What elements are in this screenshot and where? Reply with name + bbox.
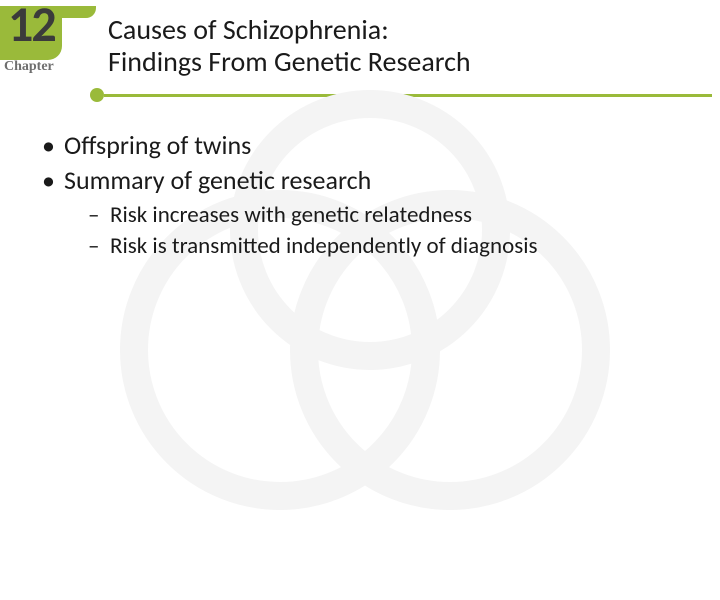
list-item: Risk increases with genetic relatedness — [88, 200, 680, 231]
rule-line — [104, 94, 712, 97]
chapter-label: Chapter — [4, 59, 54, 75]
list-item: Offspring of twins — [40, 128, 680, 163]
bullet-text: Risk increases with genetic relatedness — [110, 201, 472, 229]
bullet-text: Offspring of twins — [64, 129, 251, 161]
badge-accent — [62, 6, 96, 18]
bullet-text: Summary of genetic research — [64, 164, 371, 196]
title-line-1: Causes of Schizophrenia: — [108, 12, 389, 47]
bullet-list-level2: Risk increases with genetic relatedness … — [88, 200, 680, 262]
slide-header: 12 Chapter Causes of Schizophrenia: Find… — [0, 0, 720, 84]
slide-content: Offspring of twins Summary of genetic re… — [0, 102, 720, 262]
title-block: Causes of Schizophrenia: Findings From G… — [100, 6, 720, 78]
rule-dot-icon — [90, 88, 104, 102]
chapter-badge: 12 Chapter — [0, 6, 100, 84]
title-rule — [90, 88, 720, 102]
title-line-2: Findings From Genetic Research — [108, 44, 471, 79]
bullet-list-level1: Offspring of twins Summary of genetic re… — [40, 128, 680, 262]
chapter-number: 12 — [8, 0, 55, 50]
slide-title: Causes of Schizophrenia: Findings From G… — [108, 14, 720, 78]
bullet-text: Risk is transmitted independently of dia… — [110, 232, 538, 260]
list-item: Risk is transmitted independently of dia… — [88, 231, 680, 262]
list-item: Summary of genetic research Risk increas… — [40, 163, 680, 262]
